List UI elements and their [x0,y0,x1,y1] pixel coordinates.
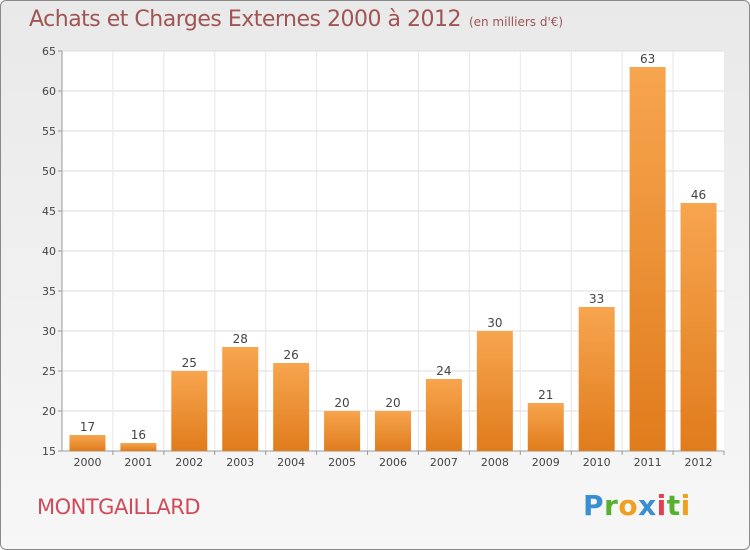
x-tick-label: 2003 [226,456,254,469]
data-label: 33 [589,292,604,306]
bar [171,371,208,451]
bar [476,331,513,451]
bar [680,203,717,451]
data-label: 46 [691,188,706,202]
y-tick-label: 40 [42,245,56,258]
chart-unit: (en milliers d'€) [468,15,564,29]
data-labels: 17 16 25 28 26 20 20 24 30 21 33 63 46 [80,52,706,442]
data-label: 17 [80,420,95,434]
commune-name: MONTGAILLARD [37,495,201,519]
x-tick-label: 2006 [379,456,407,469]
x-tick-label: 2004 [277,456,305,469]
x-tick-label: 2002 [175,456,203,469]
bar [629,67,666,451]
x-tick-label: 2010 [583,456,611,469]
x-tick-label: 2005 [328,456,356,469]
y-tick-label: 20 [42,405,56,418]
data-label: 25 [182,356,197,370]
x-tick-label: 2001 [124,456,152,469]
y-tick-label: 65 [42,45,56,58]
bar [375,411,411,451]
data-label: 16 [131,428,146,442]
bar [222,347,259,451]
x-tick-label: 2011 [634,456,662,469]
bar [527,403,564,451]
bar [324,411,361,451]
y-tick-label: 25 [42,365,56,378]
chart-title: Achats et Charges Externes 2000 à 2012 (e… [29,7,563,32]
data-label: 63 [640,52,655,66]
y-tick-label: 45 [42,205,56,218]
bar [578,307,615,451]
grid-lines [62,50,724,451]
x-tick-label: 2009 [532,456,560,469]
x-tick-label: 2008 [481,456,509,469]
y-tick-label: 30 [42,325,56,338]
data-label: 28 [233,332,248,346]
data-label: 24 [436,364,451,378]
x-tick-label: 2000 [73,456,101,469]
bar [273,363,310,451]
x-tick-label: 2007 [430,456,458,469]
data-label: 21 [538,388,553,402]
data-label: 20 [334,396,349,410]
y-tick-label: 50 [42,165,56,178]
bars [69,67,717,451]
data-label: 30 [487,316,502,330]
bar [120,443,157,451]
y-tick-label: 60 [42,85,56,98]
data-label: 20 [385,396,400,410]
proxiti-logo: Proxiti [583,489,691,522]
y-tick-label: 55 [42,125,56,138]
bar [425,379,462,451]
data-label: 26 [284,348,299,362]
x-tick-label: 2012 [685,456,713,469]
bar [69,435,106,451]
y-tick-label: 15 [42,445,56,458]
y-tick-label: 35 [42,285,56,298]
chart-title-text: Achats et Charges Externes 2000 à 2012 [29,7,461,32]
